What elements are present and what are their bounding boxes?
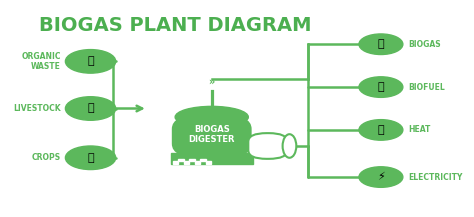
Circle shape [65, 146, 116, 169]
Text: BIOGAS PLANT DIAGRAM: BIOGAS PLANT DIAGRAM [39, 16, 311, 35]
Ellipse shape [175, 106, 248, 128]
FancyBboxPatch shape [248, 133, 287, 159]
Text: 🌿: 🌿 [87, 56, 94, 66]
FancyBboxPatch shape [173, 116, 251, 157]
Text: BIOGAS: BIOGAS [408, 40, 441, 49]
Text: LIVESTOCK: LIVESTOCK [13, 104, 61, 113]
Circle shape [359, 77, 403, 97]
Text: ⛽: ⛽ [378, 82, 384, 92]
Text: 🔥: 🔥 [378, 39, 384, 49]
Bar [206, 161, 211, 164]
Text: ELECTRICITY: ELECTRICITY [408, 173, 463, 182]
Text: 🌾: 🌾 [87, 153, 94, 163]
Text: CROPS: CROPS [32, 153, 61, 162]
Bar [201, 159, 206, 161]
Circle shape [65, 50, 116, 73]
Bar [184, 161, 189, 164]
Ellipse shape [283, 134, 296, 158]
Bar [178, 159, 184, 161]
Text: ⚡: ⚡ [377, 172, 385, 182]
Text: HEAT: HEAT [408, 125, 431, 134]
Text: »: » [209, 77, 215, 87]
Text: »: » [287, 141, 293, 151]
FancyBboxPatch shape [171, 153, 253, 164]
Text: 🐄: 🐄 [87, 104, 94, 113]
Circle shape [65, 97, 116, 120]
Circle shape [359, 120, 403, 140]
Text: 🌡: 🌡 [378, 125, 384, 135]
Bar [195, 161, 201, 164]
Bar [189, 159, 195, 161]
Text: BIOFUEL: BIOFUEL [408, 83, 445, 92]
Text: BIOGAS
DIGESTER: BIOGAS DIGESTER [189, 125, 235, 144]
Circle shape [359, 167, 403, 187]
Text: ORGANIC
WASTE: ORGANIC WASTE [21, 52, 61, 71]
Circle shape [359, 34, 403, 54]
Bar [173, 161, 178, 164]
